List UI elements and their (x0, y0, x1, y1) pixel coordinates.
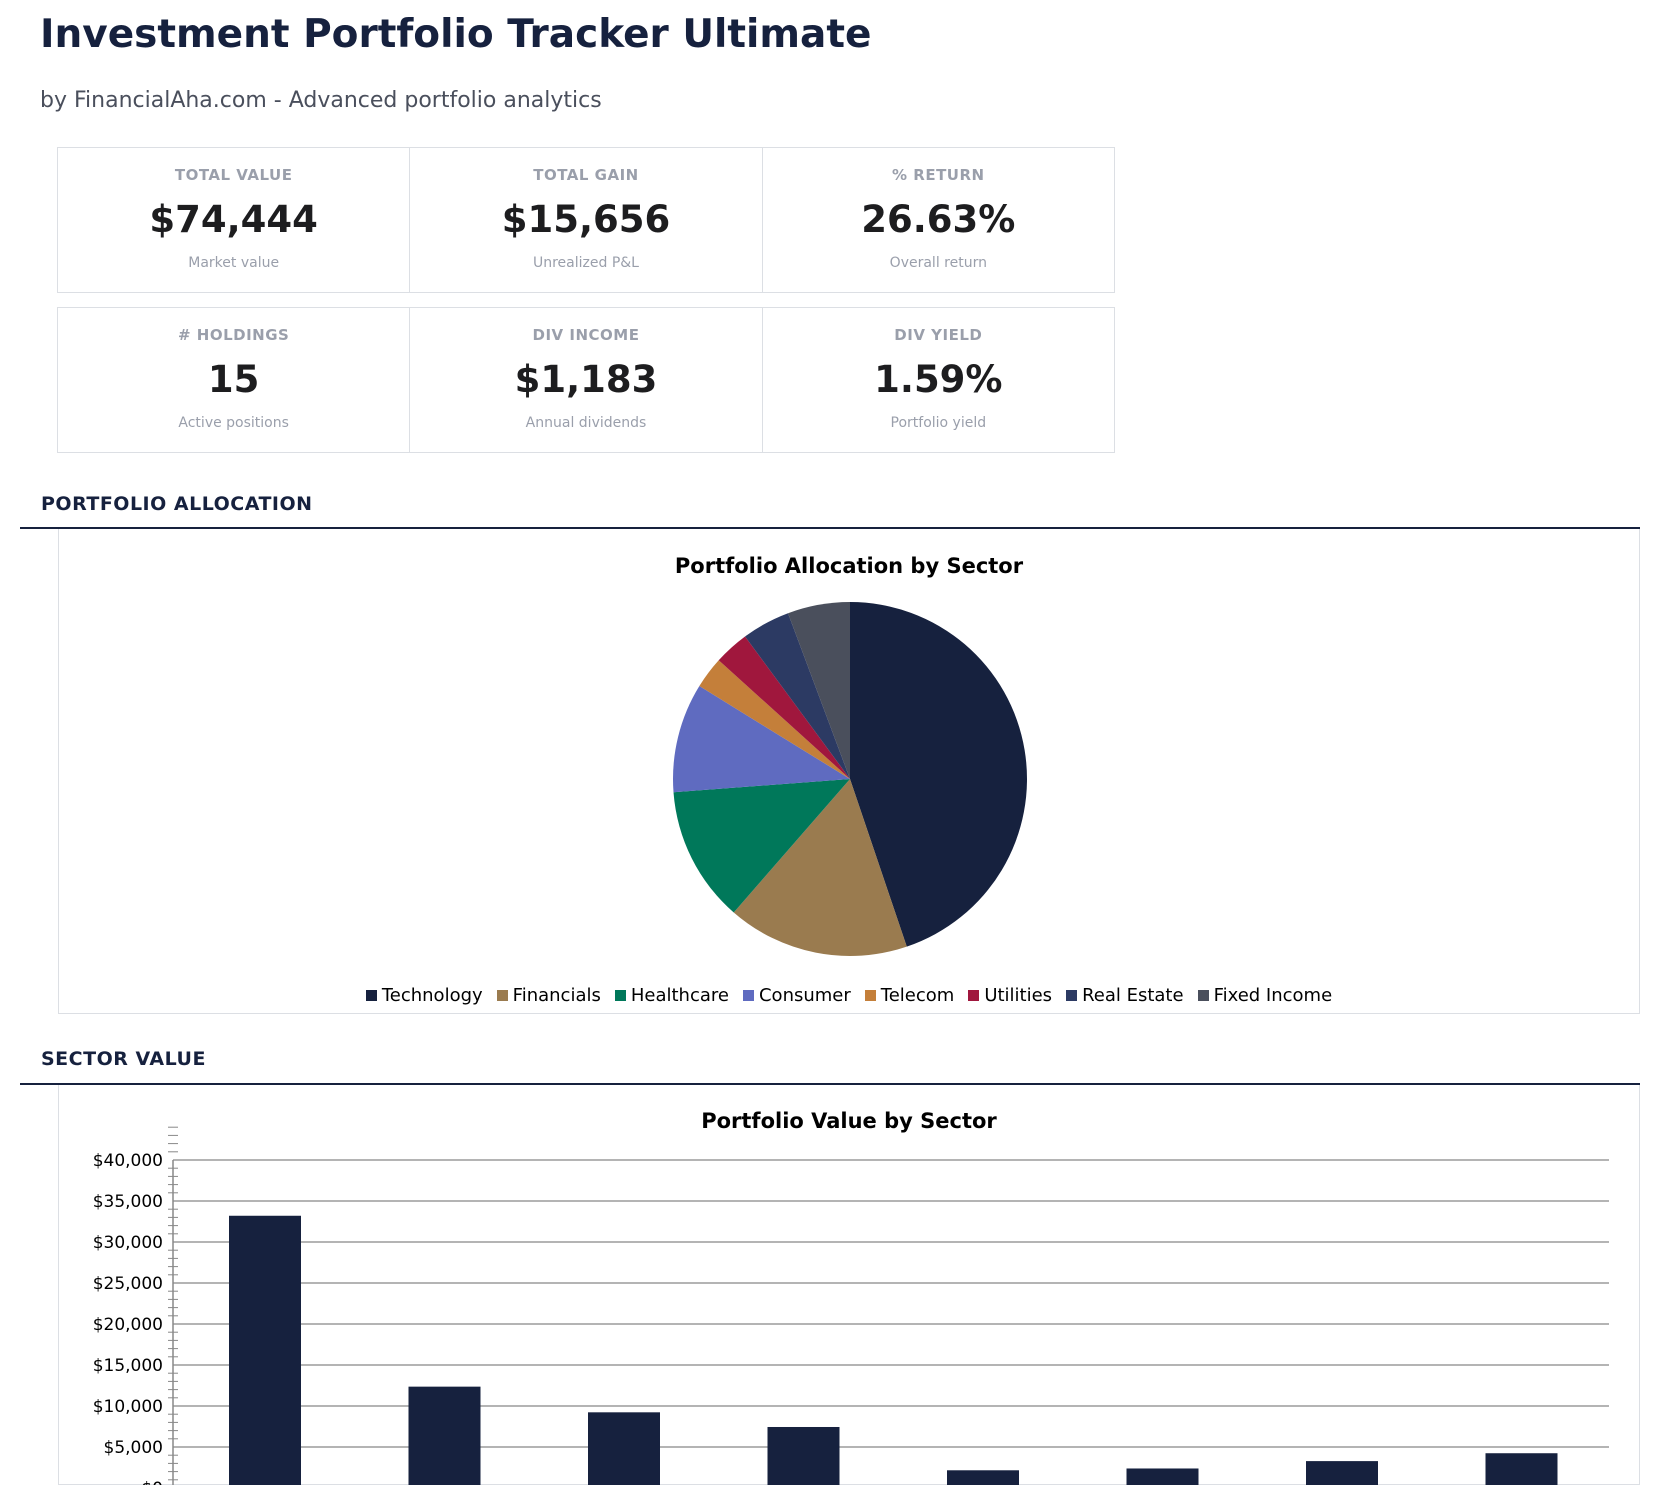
kpi-sub: Annual dividends (525, 415, 647, 431)
page-title: Investment Portfolio Tracker Ultimate (40, 12, 872, 57)
legend-item: Utilities (968, 985, 1052, 1006)
pie-slice-telecom (699, 660, 850, 779)
kpi-div-yield: DIV YIELD 1.59% Portfolio yield (761, 307, 1115, 453)
kpi-sub: Overall return (889, 255, 987, 271)
bar-technology (229, 1215, 301, 1485)
legend-swatch (496, 990, 508, 1001)
kpi-grid: TOTAL VALUE $74,444 Market value TOTAL GAI… (57, 147, 1115, 453)
legend-swatch (1197, 990, 1209, 1001)
kpi-total-value: TOTAL VALUE $74,444 Market value (57, 147, 411, 293)
legend-label: Telecom (880, 985, 955, 1006)
bar-chart: $0 $5,000 $10,000 $15,000 $20,000 $25,000 $30,… (93, 1126, 1609, 1485)
legend-swatch (968, 990, 980, 1001)
y-tick-label: $30,000 (93, 1233, 163, 1253)
pie-slice-financials (733, 779, 907, 956)
legend-swatch (864, 990, 876, 1001)
bar-consumer (767, 1426, 840, 1485)
legend-label: Technology (381, 985, 483, 1006)
y-tick-label: $5,000 (104, 1438, 163, 1458)
legend-item: Fixed Income (1197, 985, 1333, 1006)
kpi-label: DIV YIELD (894, 326, 983, 344)
y-tick-label: $35,000 (93, 1192, 163, 1212)
legend-swatch (742, 990, 754, 1001)
kpi-value: 1.59% (874, 358, 1003, 401)
legend-item: Technology (365, 985, 483, 1006)
kpi-label: % RETURN (892, 166, 985, 184)
page-subtitle: by FinancialAha.com - Advanced portfolio… (40, 88, 602, 113)
kpi-sub: Unrealized P&L (532, 255, 639, 271)
kpi-label: TOTAL VALUE (174, 166, 293, 184)
kpi-label: DIV INCOME (532, 326, 640, 344)
kpi-value: $74,444 (149, 198, 318, 241)
legend-swatch (1066, 990, 1078, 1001)
section-divider (20, 1083, 1640, 1085)
y-tick-label: $15,000 (93, 1356, 163, 1376)
kpi-label: # HOLDINGS (177, 326, 290, 344)
legend-label: Utilities (984, 985, 1053, 1006)
pie-slice-real-estate (745, 613, 850, 779)
bar-fixed-income (1485, 1453, 1558, 1485)
kpi-div-income: DIV INCOME $1,183 Annual dividends (409, 307, 763, 453)
kpi-sub: Active positions (178, 415, 289, 431)
legend-swatch (365, 990, 377, 1001)
bar-real-estate (1306, 1461, 1378, 1485)
pie-slice-healthcare (673, 779, 850, 913)
y-tick-label: $40,000 (93, 1151, 163, 1171)
allocation-chart-panel: Portfolio Allocation by Sector Technolog… (58, 529, 1640, 1014)
kpi-value: 26.63% (861, 198, 1016, 241)
bar-financials (408, 1386, 481, 1485)
bar-utilities (1126, 1468, 1199, 1485)
bar-telecom (947, 1470, 1019, 1485)
legend-label: Real Estate (1082, 985, 1184, 1006)
bar-healthcare (588, 1412, 660, 1485)
legend-item: Healthcare (614, 985, 729, 1006)
pie-legend: Technology Financials Healthcare Consumer Te… (59, 985, 1639, 1006)
legend-item: Real Estate (1066, 985, 1184, 1006)
kpi-value: $15,656 (501, 198, 671, 241)
y-tick-label: $0 (141, 1479, 163, 1485)
legend-item: Telecom (864, 985, 955, 1006)
pie-chart (673, 602, 1027, 956)
y-tick-label: $25,000 (93, 1274, 163, 1294)
kpi-sub: Portfolio yield (890, 415, 987, 431)
section-divider (20, 527, 1640, 529)
kpi-total-gain: TOTAL GAIN $15,656 Unrealized P&L (409, 147, 763, 293)
kpi-value: 15 (207, 358, 260, 401)
pie-slice-technology (850, 602, 1027, 947)
y-tick-label: $10,000 (93, 1397, 163, 1417)
bar-chart-title: Portfolio Value by Sector (701, 1109, 997, 1133)
kpi-sub: Market value (188, 255, 280, 271)
legend-item: Consumer (742, 985, 851, 1006)
pie-slice-fixed-income (787, 602, 850, 779)
kpi-return: % RETURN 26.63% Overall return (761, 147, 1115, 293)
kpi-holdings: # HOLDINGS 15 Active positions (57, 307, 411, 453)
section-allocation-heading: PORTFOLIO ALLOCATION (41, 493, 313, 515)
legend-label: Fixed Income (1213, 985, 1333, 1006)
legend-label: Consumer (758, 985, 851, 1006)
pie-slice-utilities (718, 636, 850, 779)
kpi-value: $1,183 (514, 358, 658, 401)
legend-label: Healthcare (630, 985, 729, 1006)
legend-item: Financials (496, 985, 601, 1006)
legend-swatch (614, 990, 626, 1001)
pie-chart-title: Portfolio Allocation by Sector (674, 554, 1024, 578)
y-tick-label: $20,000 (93, 1315, 163, 1335)
section-sector-value-heading: SECTOR VALUE (41, 1048, 206, 1070)
sector-value-chart-panel: Portfolio Value by Sector $0 $5,000 $10,00… (58, 1085, 1640, 1485)
pie-slice-consumer (673, 686, 850, 793)
legend-label: Financials (512, 985, 601, 1006)
kpi-label: TOTAL GAIN (533, 166, 639, 184)
